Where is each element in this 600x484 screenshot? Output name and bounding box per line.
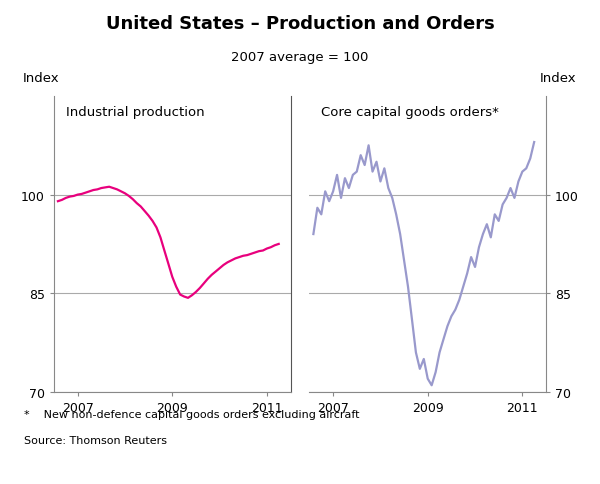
Text: 2007 average = 100: 2007 average = 100 [232, 51, 368, 64]
Text: Source: Thomson Reuters: Source: Thomson Reuters [24, 436, 167, 446]
Text: Core capital goods orders*: Core capital goods orders* [321, 106, 499, 119]
Text: United States – Production and Orders: United States – Production and Orders [106, 15, 494, 32]
Text: Industrial production: Industrial production [66, 106, 205, 119]
Text: Index: Index [23, 72, 60, 85]
Text: *    New non-defence capital goods orders excluding aircraft: * New non-defence capital goods orders e… [24, 409, 359, 419]
Text: Index: Index [540, 72, 577, 85]
